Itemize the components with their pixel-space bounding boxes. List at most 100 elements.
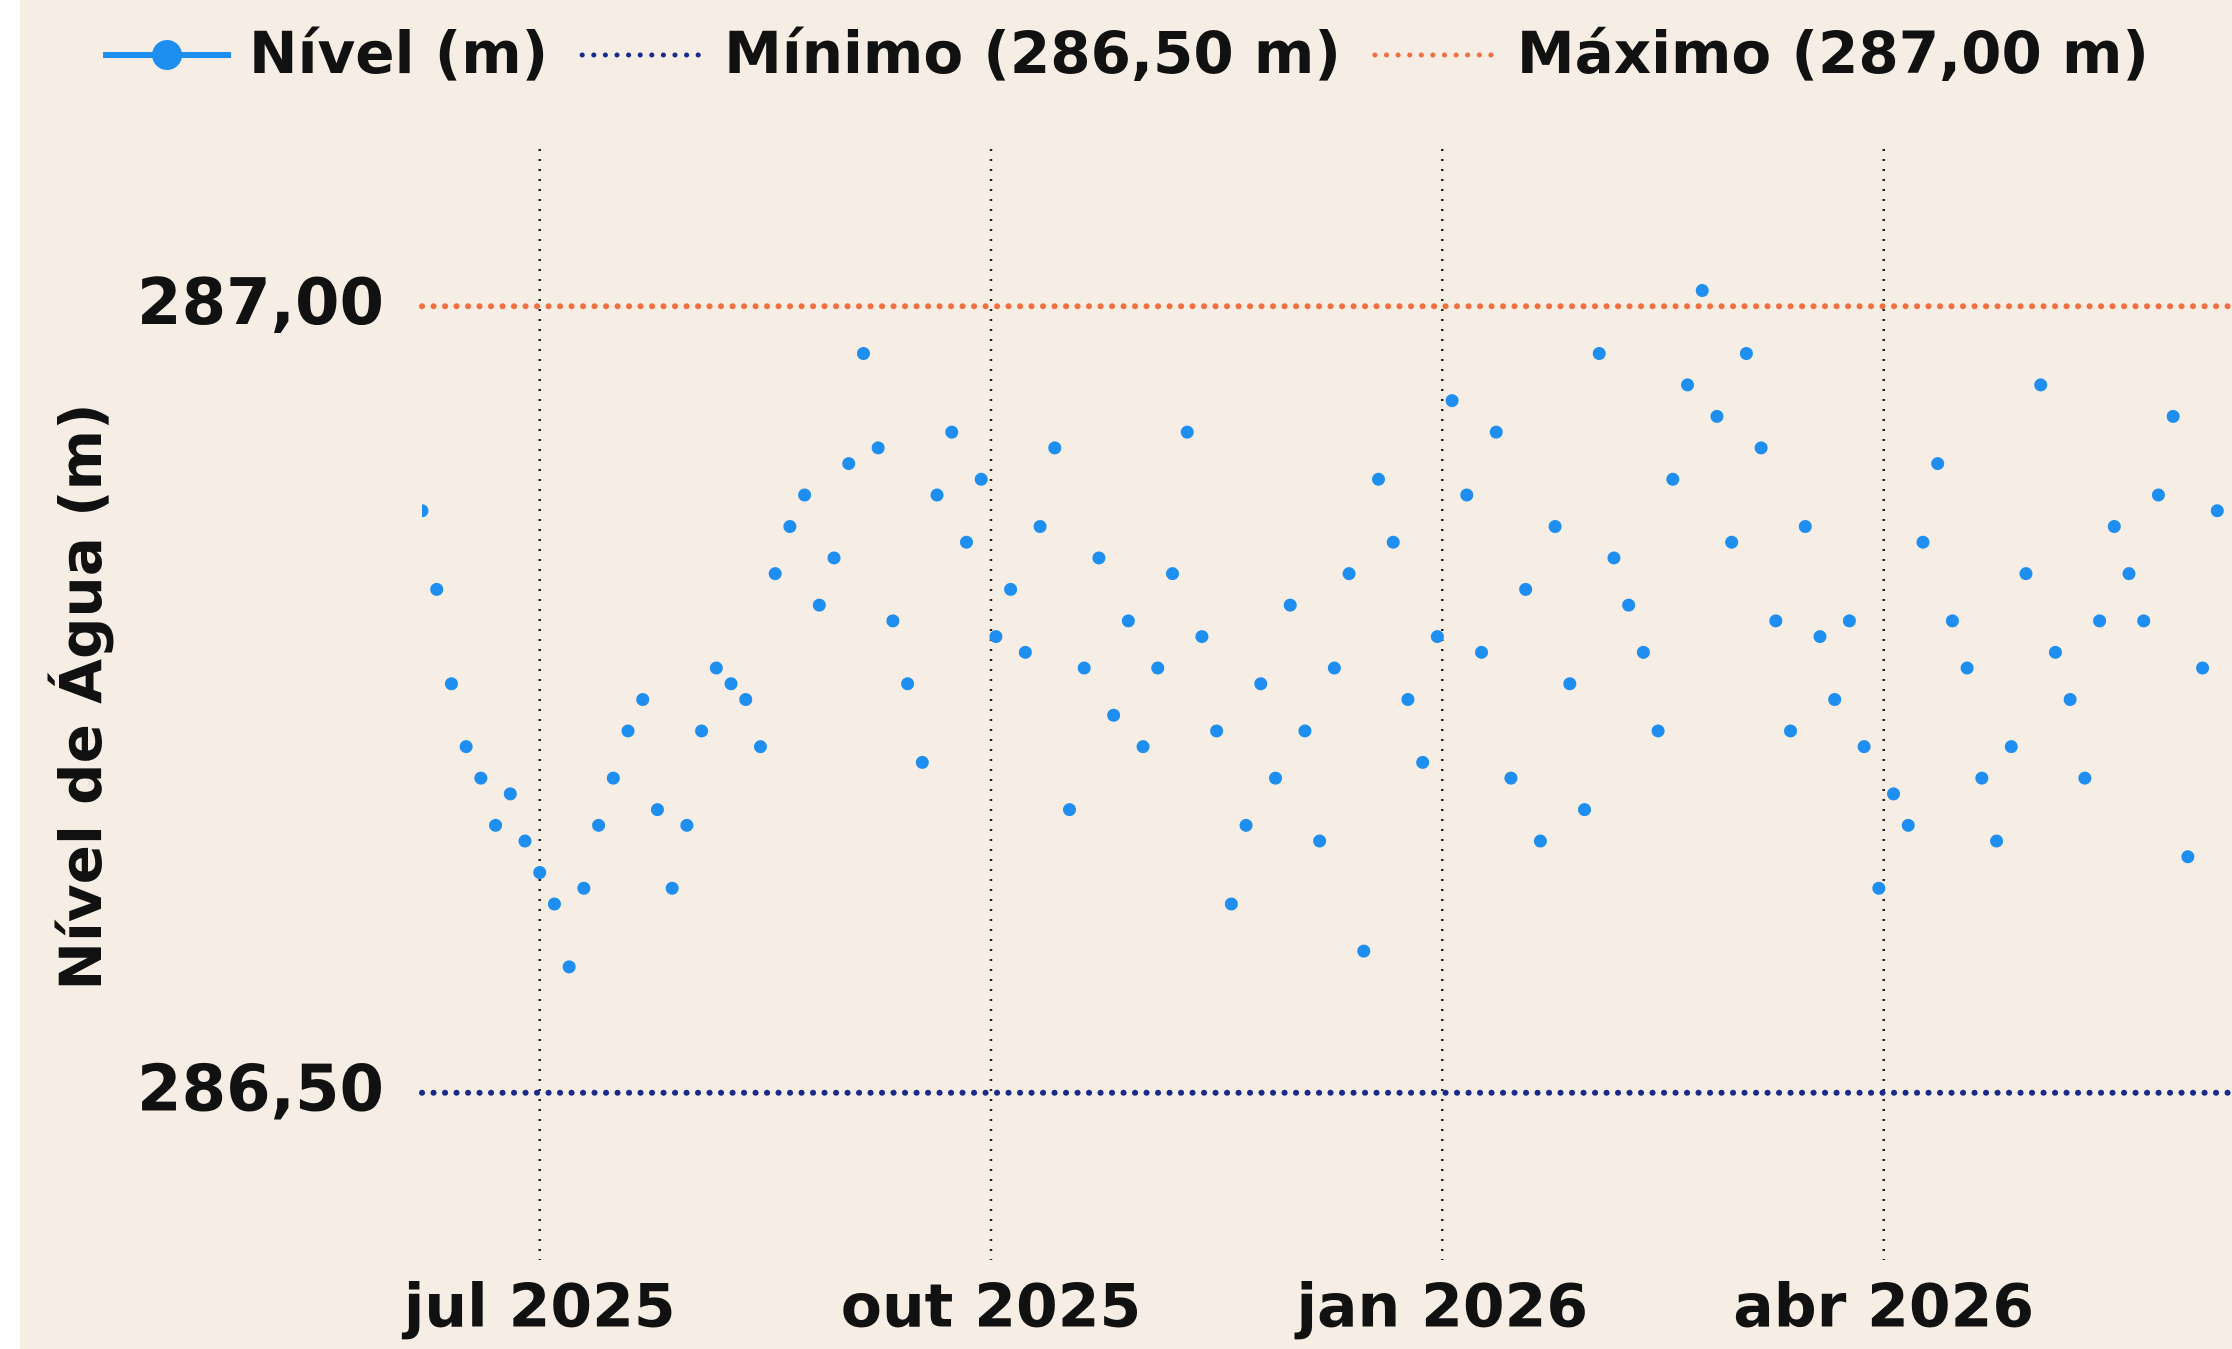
point — [871, 441, 885, 455]
point — [444, 677, 458, 691]
x-tick-label: abr 2026 — [1733, 1272, 2034, 1342]
point — [1842, 614, 1856, 628]
point — [1445, 394, 1459, 408]
point — [1062, 803, 1076, 817]
point — [1033, 519, 1047, 533]
y-tick-label: 286,50 — [137, 1052, 384, 1126]
point — [1372, 472, 1386, 486]
point — [2122, 567, 2136, 581]
point — [489, 818, 503, 832]
y-tick-label: 287,00 — [137, 266, 384, 340]
point — [2151, 488, 2165, 502]
point — [827, 551, 841, 565]
point — [474, 771, 488, 785]
point — [2063, 693, 2077, 706]
point — [1357, 944, 1371, 958]
point — [1607, 551, 1621, 565]
point — [2093, 614, 2107, 628]
point — [724, 677, 738, 691]
point — [1004, 582, 1018, 596]
point — [533, 866, 547, 880]
point — [709, 661, 723, 675]
legend: Nível (m) Mínimo (286,50 m) Máximo (287,00… — [103, 19, 2149, 87]
legend-label: Nível (m) — [249, 19, 548, 87]
point — [422, 504, 429, 518]
point — [1901, 818, 1915, 832]
point — [1636, 645, 1650, 659]
point — [577, 881, 591, 895]
point — [2107, 519, 2121, 533]
point — [547, 897, 561, 911]
point — [1533, 834, 1547, 848]
point — [1504, 771, 1518, 785]
point — [1681, 378, 1695, 392]
point — [1416, 755, 1430, 769]
point — [1695, 284, 1709, 298]
point — [886, 614, 900, 628]
point — [798, 488, 812, 502]
point — [459, 740, 473, 754]
legend-label: Máximo (287,00 m) — [1517, 19, 2149, 87]
point — [1283, 598, 1297, 612]
point — [1342, 567, 1356, 581]
point — [1990, 834, 2004, 848]
point — [2019, 567, 2033, 581]
point — [768, 567, 782, 581]
legend-item: Mínimo (286,50 m) — [579, 19, 1341, 87]
point — [1327, 661, 1341, 675]
legend-label: Mínimo (286,50 m) — [724, 19, 1341, 87]
point — [753, 740, 767, 754]
point — [2196, 661, 2210, 675]
point — [930, 488, 944, 502]
point — [1180, 425, 1194, 439]
point — [1828, 693, 1842, 706]
point — [812, 598, 826, 612]
point — [1857, 740, 1871, 754]
point — [1254, 677, 1268, 691]
legend-item: Nível (m) — [103, 19, 548, 87]
point — [1563, 677, 1577, 691]
point — [1622, 598, 1636, 612]
point — [1754, 441, 1768, 455]
point — [2078, 771, 2092, 785]
point — [1165, 567, 1179, 581]
point — [1268, 771, 1282, 785]
point — [2048, 645, 2062, 659]
legend-swatch — [152, 40, 183, 70]
point — [2137, 614, 2151, 628]
point — [959, 535, 973, 549]
point — [783, 519, 797, 533]
point — [1239, 818, 1253, 832]
point — [1460, 488, 1474, 502]
point — [1592, 346, 1606, 360]
point — [562, 960, 576, 974]
point — [989, 630, 1003, 644]
point — [856, 346, 870, 360]
point — [1916, 535, 1930, 549]
point — [2034, 378, 2048, 392]
point — [739, 693, 753, 706]
point — [1975, 771, 1989, 785]
point — [1960, 661, 1974, 675]
point — [2166, 409, 2180, 423]
point — [842, 457, 856, 471]
point — [636, 693, 650, 706]
chart-background — [20, 0, 2232, 1349]
point — [606, 771, 620, 785]
point — [915, 755, 929, 769]
point — [650, 803, 664, 817]
point — [1401, 693, 1415, 706]
point — [1430, 630, 1444, 644]
point — [1048, 441, 1062, 455]
legend-item: Máximo (287,00 m) — [1372, 19, 2149, 87]
point — [2210, 504, 2224, 518]
point — [1739, 346, 1753, 360]
point — [1489, 425, 1503, 439]
point — [1151, 661, 1165, 675]
point — [1195, 630, 1209, 644]
x-tick-label: jul 2025 — [402, 1272, 676, 1342]
point — [1931, 457, 1945, 471]
point — [1872, 881, 1886, 895]
point — [430, 582, 444, 596]
